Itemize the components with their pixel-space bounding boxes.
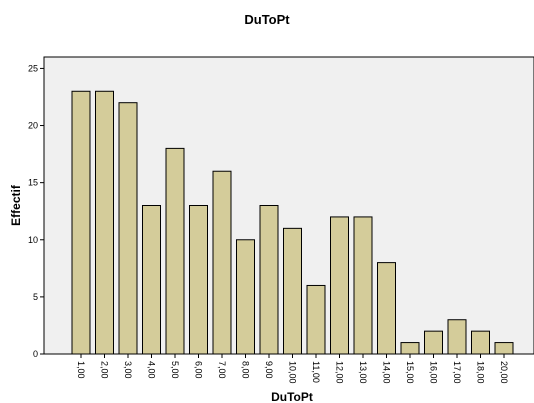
chart-title: DuToPt	[244, 12, 290, 27]
bar	[118, 102, 138, 355]
x-tick-label: 4,00	[147, 361, 157, 379]
x-tick-label: 8,00	[241, 361, 251, 379]
bar	[95, 90, 114, 355]
bar	[494, 342, 514, 355]
x-tick-label: 17,00	[452, 361, 462, 384]
bar	[330, 216, 349, 355]
y-tick-label: 20	[28, 121, 38, 131]
x-tick-label: 15,00	[405, 361, 415, 384]
y-axis: 0 5 10 15 20 25	[28, 63, 44, 359]
y-tick-label: 25	[28, 63, 38, 73]
x-tick-label: 12,00	[335, 361, 345, 384]
x-tick-label: 2,00	[100, 361, 110, 379]
y-axis-label: Effectif	[9, 184, 23, 226]
bar	[165, 147, 185, 355]
bar	[236, 239, 255, 355]
bar	[71, 90, 91, 355]
x-tick-label: 10,00	[288, 361, 298, 384]
bar	[189, 205, 208, 355]
y-tick-label: 15	[28, 178, 38, 188]
x-tick-label: 3,00	[123, 361, 133, 379]
bar	[283, 227, 302, 355]
y-tick-label: 5	[33, 292, 38, 302]
bars	[71, 90, 514, 355]
x-tick-label: 14,00	[382, 361, 392, 384]
bar	[259, 205, 279, 355]
x-tick-label: 16,00	[429, 361, 439, 384]
bar	[471, 330, 490, 355]
x-tick-label: 9,00	[264, 361, 274, 379]
x-tick-label: 13,00	[358, 361, 368, 384]
y-tick-label: 0	[33, 349, 38, 359]
bar	[447, 319, 467, 355]
x-tick-label: 5,00	[170, 361, 180, 379]
bar	[142, 205, 161, 355]
x-tick-label: 20,00	[499, 361, 509, 384]
bar	[424, 330, 443, 355]
x-tick-label: 11,00	[311, 361, 321, 383]
bar	[377, 262, 396, 355]
bar	[212, 170, 232, 355]
x-axis-label: DuToPt	[271, 390, 313, 403]
x-axis: 1,00 2,00 3,00 4,00 5,00 6,00 7,00 8,00 9,00 10,0…	[76, 354, 509, 384]
x-tick-label: 18,00	[476, 361, 486, 384]
bar	[400, 342, 420, 355]
bar	[353, 216, 373, 355]
x-tick-label: 6,00	[194, 361, 204, 379]
x-tick-label: 1,00	[76, 361, 86, 379]
x-tick-label: 7,00	[217, 361, 227, 379]
y-tick-label: 10	[28, 235, 38, 245]
bar	[306, 284, 326, 355]
